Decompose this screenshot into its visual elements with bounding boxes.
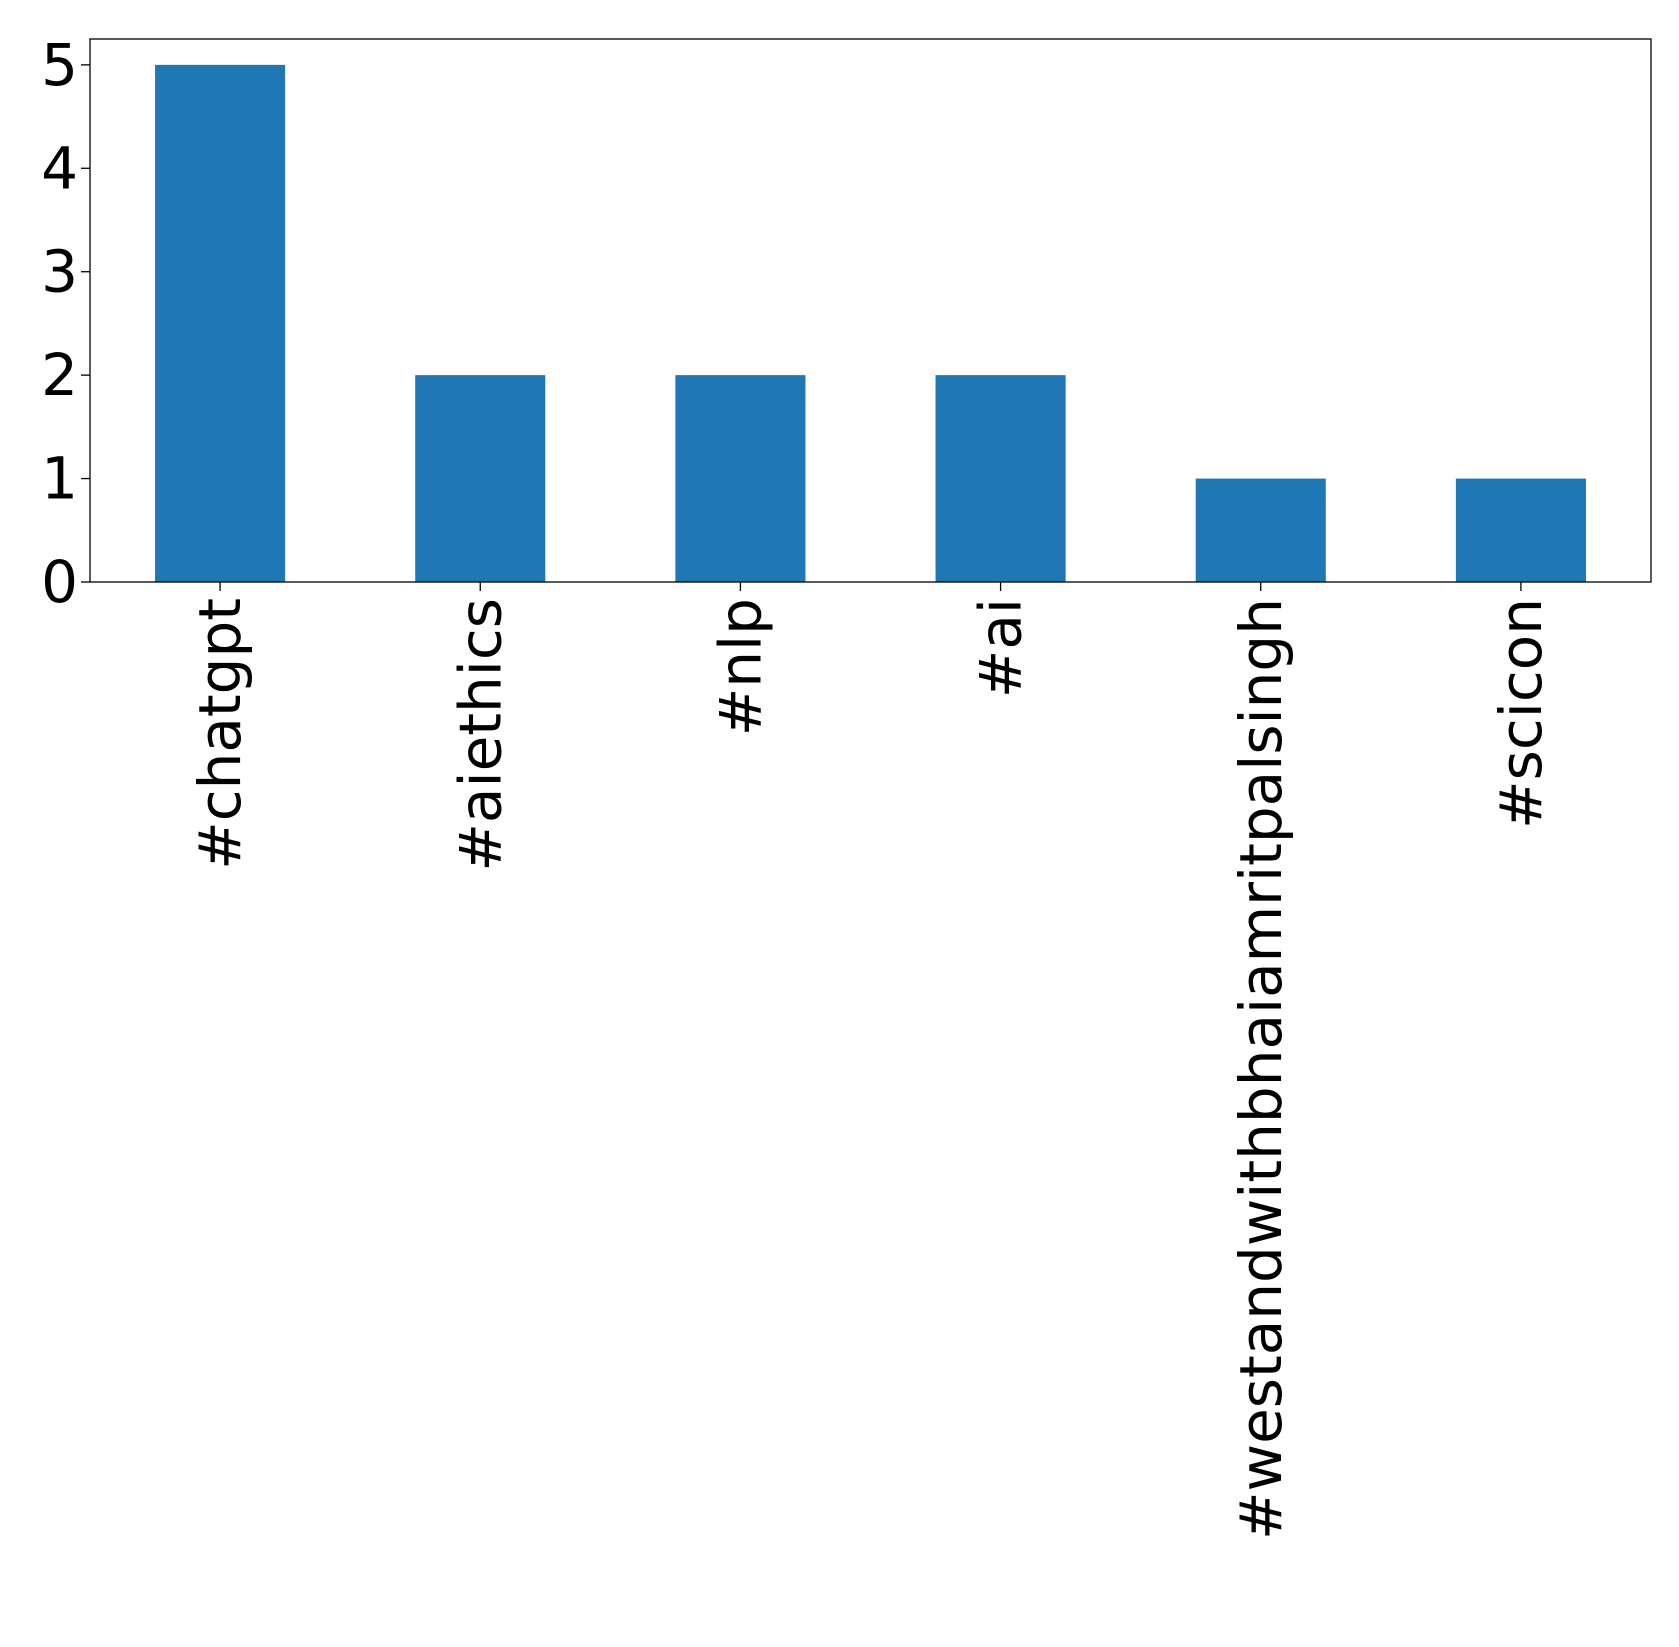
x-tick-label: #chatgpt	[186, 598, 254, 870]
plot-area-frame	[89, 38, 1652, 583]
bar-nlp	[675, 375, 806, 582]
bars-layer	[155, 64, 1586, 583]
y-tick-label: 2	[41, 341, 78, 409]
x-tick-label: #westandwithbhaiamritpalsingh	[1227, 598, 1295, 1540]
x-tick-label: #scicon	[1487, 598, 1555, 829]
y-tick-label: 5	[41, 31, 78, 99]
y-tick-label: 3	[41, 238, 78, 306]
y-axis: 0 1 2 3 4 5	[41, 31, 90, 616]
x-tick-label: #nlp	[706, 598, 774, 736]
y-tick-label: 4	[41, 134, 78, 202]
bar-westandwithbhaiamritpalsingh	[1195, 478, 1326, 582]
bar-scicon	[1455, 478, 1586, 582]
bar-ai	[935, 375, 1066, 582]
y-tick-label: 1	[41, 445, 78, 513]
bar-chatgpt	[155, 64, 286, 583]
x-tick-label: #ai	[967, 598, 1035, 698]
bar-aiethics	[415, 375, 546, 582]
x-axis: #chatgpt #aiethics #nlp #ai #westandwithbhai…	[186, 582, 1555, 1540]
y-tick-label: 0	[41, 548, 78, 616]
x-tick-label: #aiethics	[446, 598, 514, 872]
